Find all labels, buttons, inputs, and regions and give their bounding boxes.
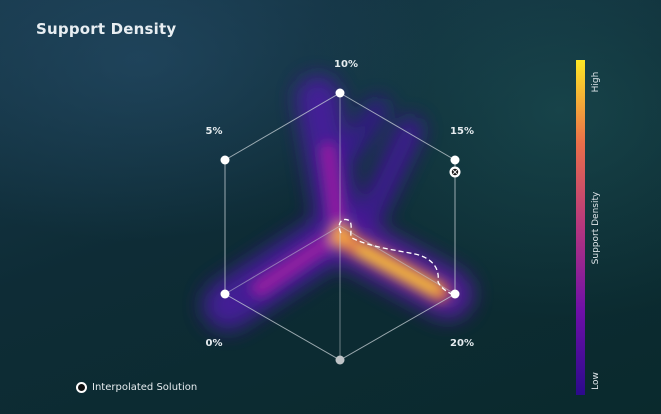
vertex-point-lower-left: [221, 290, 230, 299]
colorbar-low-label: Low: [591, 372, 601, 390]
vertex-point-lower-right: [451, 290, 460, 299]
colorbar-gradient: [576, 60, 585, 395]
legend-label: Interpolated Solution: [92, 382, 197, 393]
colorbar-high-label: High: [591, 72, 601, 93]
vertex-label-top: 10%: [334, 59, 358, 70]
vertex-label-lower-right: 20%: [450, 338, 474, 349]
colorbar-title: Support Density: [591, 191, 601, 264]
interpolated-solution-marker: [450, 167, 461, 178]
vertex-point-upper-left: [221, 156, 230, 165]
vertex-label-upper-right: 15%: [450, 126, 474, 137]
density-ridge-upper-right: [370, 130, 410, 215]
legend: Interpolated Solution: [76, 382, 197, 393]
vertex-point-bottom: [336, 356, 345, 365]
density-ridge-upper: [352, 108, 378, 150]
colorbar: High Support Density Low: [576, 60, 601, 395]
vertex-label-lower-left: 0%: [206, 338, 223, 349]
legend-marker-icon: [76, 382, 87, 393]
density-core-top: [328, 150, 338, 228]
vertex-point-top: [336, 89, 345, 98]
density-heatmap: [228, 98, 448, 305]
vertex-point-upper-right: [451, 156, 460, 165]
vertex-label-upper-left: 5%: [206, 126, 223, 137]
